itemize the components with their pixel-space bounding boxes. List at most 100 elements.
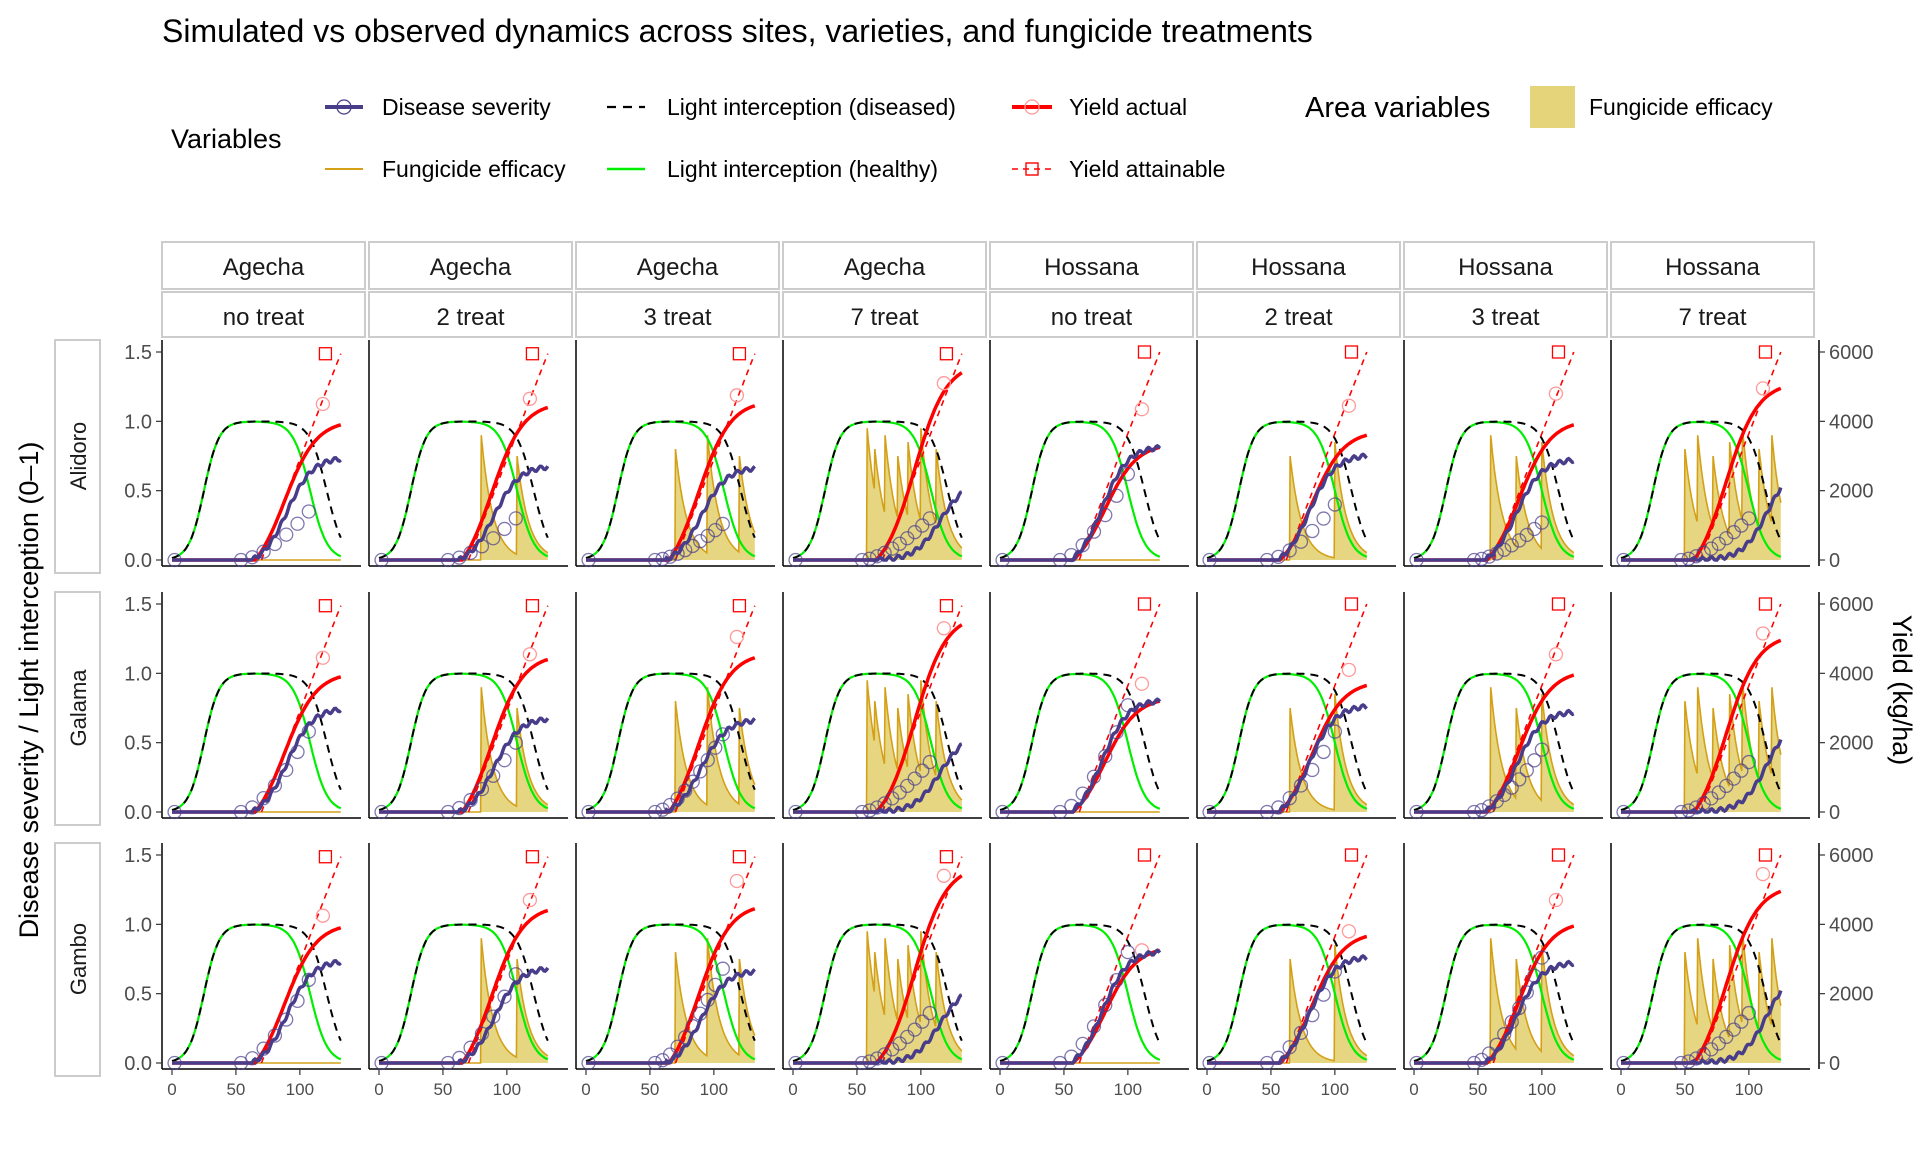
disease-observed-point bbox=[1109, 488, 1124, 503]
y-tick-right-label: 0 bbox=[1829, 802, 1840, 824]
y-tick-right-label: 0 bbox=[1829, 1053, 1840, 1075]
disease-observed-point bbox=[715, 727, 730, 742]
disease-observed-point bbox=[1086, 1019, 1102, 1034]
disease-observed-point bbox=[854, 804, 870, 820]
disease-observed-point bbox=[463, 1040, 478, 1055]
disease-observed-point bbox=[685, 774, 700, 789]
disease-observed-point bbox=[655, 551, 670, 567]
strip-site-box bbox=[1610, 241, 1815, 290]
disease-observed-point bbox=[301, 504, 316, 519]
y-tick-label: 0.5 bbox=[124, 481, 152, 503]
disease-observed-point bbox=[1734, 518, 1749, 533]
disease-observed-point bbox=[581, 1055, 596, 1071]
strip-variety-label: Alidoro bbox=[66, 422, 91, 490]
yield-actual-line bbox=[1000, 445, 1161, 562]
x-tick-label: 0 bbox=[788, 1080, 797, 1099]
disease-observed-point bbox=[1466, 1055, 1482, 1071]
strip-site-label: Hossana bbox=[1458, 254, 1553, 281]
disease-observed-point bbox=[788, 1055, 803, 1071]
li-diseased-line bbox=[1620, 672, 1782, 811]
disease-observed-point bbox=[995, 1055, 1010, 1071]
disease-observed-point bbox=[869, 549, 885, 564]
disease-line bbox=[793, 490, 963, 562]
disease-observed-point bbox=[1409, 804, 1424, 820]
disease-observed-point bbox=[1512, 533, 1527, 548]
y-axis-label-right: Yield (kg/ha) bbox=[1887, 615, 1917, 766]
disease-observed-point bbox=[647, 1055, 663, 1071]
x-tick-label: 50 bbox=[226, 1080, 245, 1099]
disease-observed-point bbox=[463, 545, 478, 560]
y-tick-right-label: 6000 bbox=[1829, 342, 1874, 364]
disease-observed-point bbox=[1086, 524, 1102, 539]
fungicide-area bbox=[1290, 442, 1367, 560]
yield-observed-point bbox=[1341, 662, 1357, 678]
facet-panel: 0 50 100 bbox=[1196, 843, 1396, 1099]
strip-variety-box bbox=[54, 339, 101, 574]
disease-observed-point bbox=[1681, 803, 1696, 818]
disease-observed-point bbox=[1489, 546, 1504, 561]
disease-observed-point bbox=[1711, 536, 1726, 551]
disease-observed-point bbox=[267, 1028, 283, 1043]
disease-line bbox=[1414, 708, 1575, 814]
disease-observed-point bbox=[1734, 1014, 1749, 1029]
disease-observed-point bbox=[877, 545, 892, 560]
yield-observed-point bbox=[936, 868, 952, 883]
disease-observed-point bbox=[1497, 787, 1512, 803]
disease-observed-point bbox=[1316, 987, 1331, 1002]
disease-observed-point bbox=[854, 552, 870, 568]
x-tick-label: 50 bbox=[1468, 1080, 1487, 1099]
disease-observed-point bbox=[1527, 968, 1542, 983]
x-tick-label: 0 bbox=[374, 1080, 383, 1099]
disease-observed-point bbox=[474, 1026, 490, 1041]
disease-observed-point bbox=[1409, 1055, 1424, 1071]
x-tick-label: 100 bbox=[700, 1080, 728, 1099]
disease-observed-point bbox=[869, 1051, 885, 1066]
disease-observed-point bbox=[256, 1041, 271, 1056]
disease-observed-point bbox=[1497, 542, 1512, 557]
disease-observed-point bbox=[922, 754, 937, 770]
yield-observed-point bbox=[1548, 386, 1564, 401]
x-tick-label: 100 bbox=[1114, 1080, 1142, 1099]
x-tick-label: 50 bbox=[1261, 1080, 1280, 1099]
yield-actual-line bbox=[172, 675, 342, 814]
disease-observed-point bbox=[915, 1014, 930, 1029]
disease-observed-point bbox=[1474, 802, 1489, 818]
disease-observed-point bbox=[1052, 1055, 1068, 1071]
x-tick-label: 0 bbox=[1616, 1080, 1625, 1099]
legend-label-yield-actual: Yield actual bbox=[1069, 94, 1187, 120]
disease-observed-point bbox=[290, 993, 305, 1009]
li-diseased-line bbox=[378, 420, 549, 559]
disease-observed-point bbox=[678, 542, 693, 558]
disease-observed-point bbox=[486, 531, 501, 546]
x-tick-label: 0 bbox=[167, 1080, 176, 1099]
yield-attainable-point bbox=[1758, 597, 1773, 611]
disease-observed-point bbox=[1504, 1014, 1519, 1030]
disease-line bbox=[1000, 443, 1162, 562]
x-tick-label: 50 bbox=[640, 1080, 659, 1099]
strip-treatment-box bbox=[161, 291, 366, 338]
disease-observed-point bbox=[279, 1012, 294, 1027]
disease-observed-point bbox=[1673, 552, 1689, 568]
x-tick-label: 0 bbox=[1202, 1080, 1211, 1099]
disease-observed-point bbox=[1064, 798, 1079, 814]
fungicide-area bbox=[1290, 694, 1367, 812]
disease-observed-point bbox=[1305, 1008, 1320, 1023]
x-tick-label: 0 bbox=[581, 1080, 590, 1099]
facet-panel bbox=[1403, 592, 1603, 820]
disease-observed-point bbox=[245, 800, 260, 815]
yield-observed-point bbox=[729, 873, 745, 889]
disease-observed-point bbox=[1327, 724, 1343, 739]
disease-observed-point bbox=[1616, 552, 1631, 568]
disease-observed-point bbox=[1489, 1037, 1504, 1052]
disease-observed-point bbox=[693, 764, 708, 779]
li-diseased-line bbox=[999, 672, 1161, 811]
li-diseased-line bbox=[378, 672, 549, 811]
strip-variety-label: Gambo bbox=[66, 923, 91, 995]
strip-treatment-label: no treat bbox=[223, 304, 305, 331]
disease-observed-point bbox=[1734, 763, 1749, 778]
disease-observed-point bbox=[1052, 804, 1068, 820]
y-tick-label: 0.5 bbox=[124, 733, 152, 755]
disease-observed-point bbox=[167, 804, 182, 820]
disease-observed-point bbox=[1293, 778, 1309, 793]
strip-site-label: Hossana bbox=[1665, 254, 1760, 281]
